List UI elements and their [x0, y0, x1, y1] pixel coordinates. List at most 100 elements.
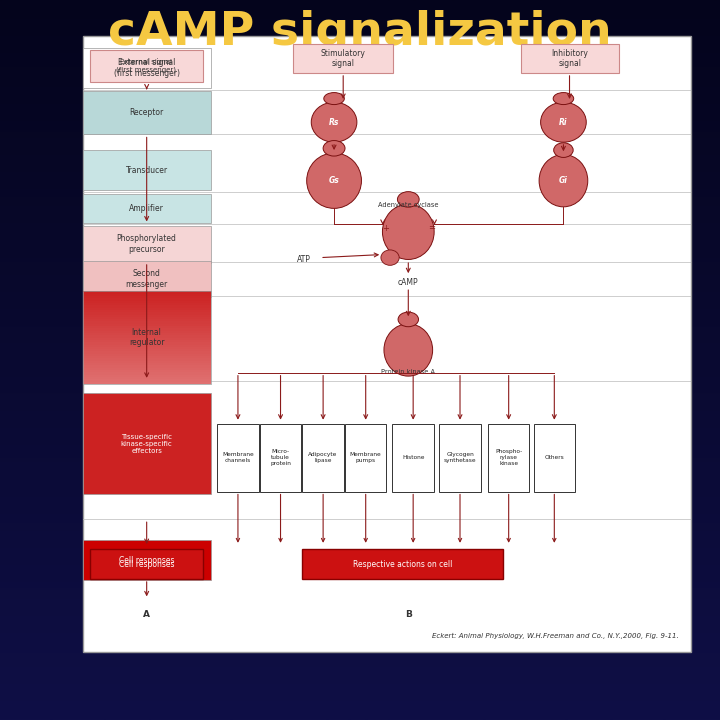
Text: Amplifier: Amplifier — [130, 204, 164, 213]
Bar — [83, 261, 210, 297]
Text: Tissue-specific
kinase-specific
effectors: Tissue-specific kinase-specific effector… — [121, 433, 173, 454]
Bar — [345, 424, 387, 492]
Bar — [217, 424, 258, 492]
Ellipse shape — [384, 324, 433, 376]
Bar — [83, 225, 210, 263]
Text: Receptor: Receptor — [130, 109, 164, 117]
Text: +: + — [382, 224, 389, 233]
Text: B: B — [405, 610, 412, 619]
Text: Respective actions on cell: Respective actions on cell — [353, 559, 452, 569]
Bar — [293, 44, 393, 73]
Text: cAMP: cAMP — [398, 278, 418, 287]
Bar — [83, 315, 210, 317]
Bar — [83, 328, 210, 330]
Bar — [83, 317, 210, 319]
Bar — [83, 363, 210, 365]
Text: Transducer: Transducer — [125, 166, 168, 175]
Bar — [83, 354, 210, 356]
Bar — [83, 372, 210, 374]
Bar — [90, 549, 202, 579]
Bar — [83, 347, 210, 349]
Text: Adenylate cyclase: Adenylate cyclase — [378, 202, 438, 208]
Bar — [83, 296, 210, 298]
Bar — [83, 322, 210, 324]
Bar — [83, 351, 210, 354]
Ellipse shape — [311, 102, 357, 142]
Text: Micro-
tubule
protein: Micro- tubule protein — [270, 449, 291, 466]
Bar — [83, 338, 210, 340]
Text: Cell responses: Cell responses — [119, 559, 174, 569]
Bar — [83, 292, 210, 384]
Bar — [83, 392, 210, 495]
Bar — [83, 382, 210, 384]
Bar — [83, 356, 210, 359]
Bar — [302, 549, 503, 579]
Bar — [83, 150, 210, 190]
Text: ATP: ATP — [297, 255, 311, 264]
Bar — [83, 298, 210, 301]
Text: cAMP signalization: cAMP signalization — [108, 10, 612, 55]
Text: Gs: Gs — [329, 176, 339, 185]
Bar — [83, 330, 210, 333]
Text: Ri: Ri — [559, 117, 567, 127]
Ellipse shape — [382, 204, 434, 259]
Text: Inhibitory
signal: Inhibitory signal — [552, 49, 588, 68]
Text: Protein kinase A: Protein kinase A — [382, 369, 436, 374]
Ellipse shape — [307, 153, 361, 208]
Text: A: A — [143, 610, 150, 619]
Bar — [83, 312, 210, 315]
Text: Membrane
pumps: Membrane pumps — [350, 452, 382, 463]
Bar — [83, 319, 210, 322]
Text: Eckert: Animal Physiology, W.H.Freeman and Co., N.Y.,2000, Fig. 9-11.: Eckert: Animal Physiology, W.H.Freeman a… — [432, 633, 679, 639]
Bar — [83, 324, 210, 326]
Bar — [83, 305, 210, 307]
Text: Others: Others — [544, 455, 564, 460]
Bar — [83, 310, 210, 312]
Ellipse shape — [541, 102, 586, 142]
Bar — [83, 541, 210, 580]
Text: Cell responses: Cell responses — [119, 556, 174, 565]
Bar — [83, 336, 210, 338]
Bar — [83, 301, 210, 303]
Text: Stimulatory
signal: Stimulatory signal — [320, 49, 365, 68]
Ellipse shape — [397, 192, 419, 207]
Bar — [83, 333, 210, 336]
Text: Adipocyte
lipase: Adipocyte lipase — [308, 452, 338, 463]
Ellipse shape — [381, 250, 399, 265]
Bar — [83, 48, 210, 88]
Bar — [83, 342, 210, 345]
Bar — [439, 424, 481, 492]
Bar — [83, 340, 210, 342]
Ellipse shape — [539, 155, 588, 207]
Bar — [83, 294, 210, 296]
Text: Phospho-
rylase
kinase: Phospho- rylase kinase — [495, 449, 522, 466]
Text: Rs: Rs — [329, 117, 339, 127]
Bar — [83, 326, 210, 328]
Bar — [83, 365, 210, 368]
Bar — [83, 377, 210, 379]
Text: =: = — [428, 224, 436, 233]
Text: Glycogen
synthetase: Glycogen synthetase — [444, 452, 477, 463]
Ellipse shape — [323, 140, 345, 156]
Bar — [521, 44, 619, 73]
Bar — [534, 424, 575, 492]
Text: Second
messenger: Second messenger — [125, 269, 168, 289]
Bar — [260, 424, 301, 492]
Text: External signal
(first messenger): External signal (first messenger) — [114, 58, 180, 78]
Text: Gi: Gi — [559, 176, 568, 185]
Bar — [83, 91, 210, 135]
Bar — [83, 379, 210, 382]
Bar — [488, 424, 529, 492]
Text: Membrane
channels: Membrane channels — [222, 452, 254, 463]
Text: External signal
(first messenger): External signal (first messenger) — [117, 60, 176, 73]
Bar — [83, 370, 210, 372]
Bar — [83, 368, 210, 370]
Ellipse shape — [324, 93, 344, 104]
Bar — [302, 424, 344, 492]
Bar — [83, 361, 210, 363]
Bar — [392, 424, 434, 492]
Bar — [83, 307, 210, 310]
Text: Histone: Histone — [402, 455, 424, 460]
Bar — [83, 345, 210, 347]
Bar — [83, 374, 210, 377]
